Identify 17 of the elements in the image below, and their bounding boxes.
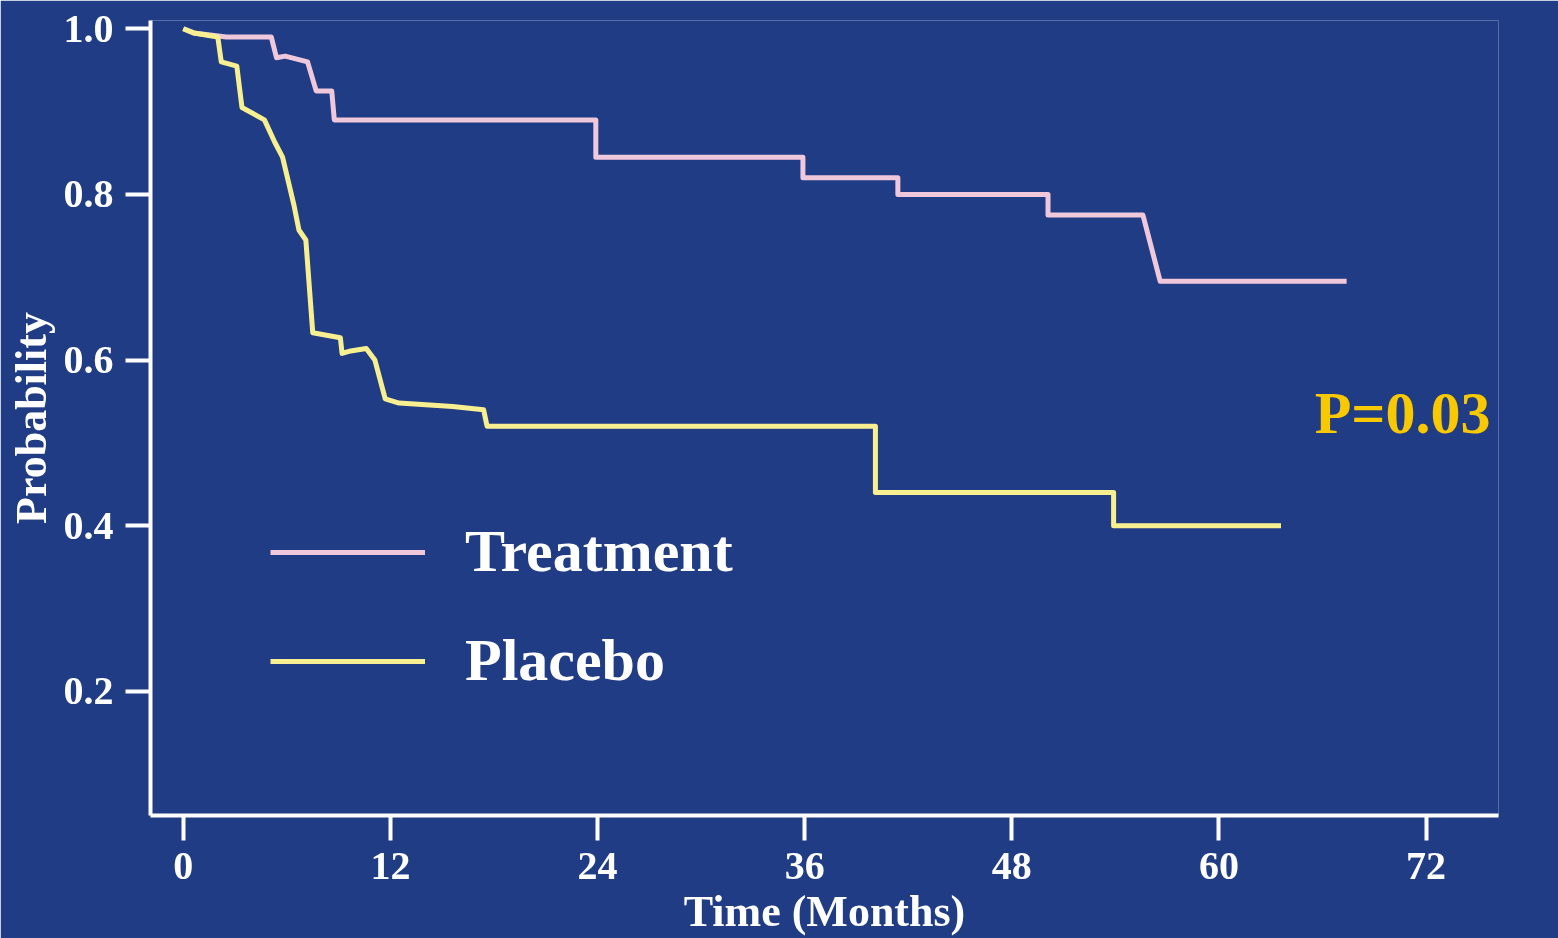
x-tick-label: 36 (784, 842, 825, 888)
y-tick-label: 0.8 (63, 171, 114, 217)
annotation: P=0.03 (1314, 379, 1491, 446)
x-tick-label: 48 (991, 842, 1032, 888)
y-tick-label: 1.0 (63, 5, 114, 51)
x-axis-title: Time (Months) (683, 886, 966, 936)
x-tick-label: 12 (370, 842, 411, 888)
y-tick-label: 0.4 (63, 502, 114, 548)
y-axis-title: Probability (6, 312, 56, 524)
y-tick-label: 0.6 (63, 337, 114, 383)
legend-label: Placebo (465, 626, 665, 695)
x-tick-label: 72 (1406, 842, 1447, 888)
legend-label: Treatment (465, 517, 733, 586)
x-tick-label: 60 (1198, 842, 1239, 888)
y-tick-label: 0.2 (63, 668, 114, 714)
x-tick-label: 0 (173, 842, 194, 888)
x-tick-label: 24 (577, 842, 618, 888)
